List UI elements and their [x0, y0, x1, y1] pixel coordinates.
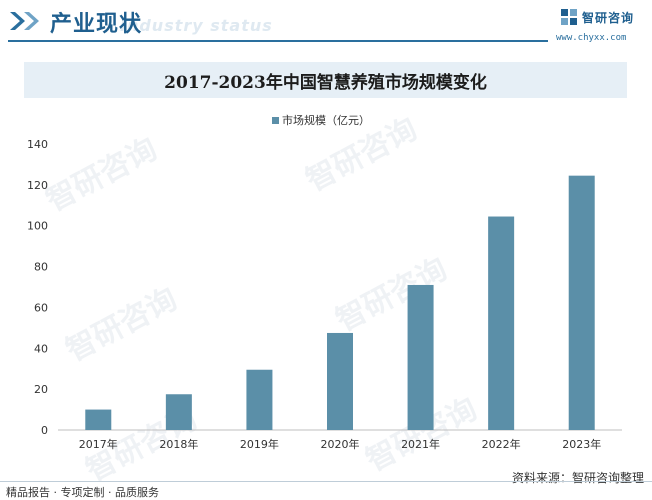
chart-legend: 市场规模（亿元） [272, 112, 370, 128]
bar-2022年 [488, 216, 515, 430]
x-tick-label: 2019年 [240, 437, 279, 451]
x-tick-label: 2023年 [562, 437, 601, 451]
footer-tagline: 精品报告 · 专项定制 · 品质服务 [6, 486, 159, 499]
bar-2023年 [568, 175, 595, 430]
y-tick-label: 60 [34, 301, 48, 314]
bar-chart: 市场规模（亿元） 0 20 40 60 80 100 120 140 2017年 2018年 201… [0, 104, 652, 464]
y-tick-label: 20 [34, 383, 48, 396]
legend-label: 市场规模（亿元） [282, 114, 370, 127]
bar-2021年 [407, 284, 434, 430]
brand-logo: 智研咨询 [560, 8, 634, 26]
y-tick-label: 100 [27, 220, 48, 233]
header-divider [8, 40, 548, 42]
source-note: 资料来源：智研咨询整理 [511, 471, 644, 485]
y-tick-label: 40 [34, 342, 48, 355]
bar-2019年 [246, 369, 273, 430]
header-ghost-text: Industry status [120, 16, 273, 35]
x-tick-label: 2022年 [482, 437, 521, 451]
chevron-right-icon [10, 12, 39, 30]
page-title: 产业现状 [50, 12, 143, 37]
chart-title: 2017-2023年中国智慧养殖市场规模变化 [164, 72, 487, 93]
y-tick-label: 80 [34, 261, 48, 274]
bar-2020年 [327, 332, 353, 430]
x-tick-label: 2020年 [321, 437, 360, 451]
y-tick-label: 0 [41, 424, 48, 437]
logo-icon [561, 9, 577, 25]
x-tick-label: 2021年 [401, 437, 440, 451]
y-tick-label: 140 [27, 138, 48, 151]
y-tick-label: 120 [27, 179, 48, 192]
x-tick-label: 2017年 [79, 437, 118, 451]
chart-plot: 0 20 40 60 80 100 120 140 2017年 2018年 2019年 2020年 20… [27, 138, 622, 451]
footer-divider [0, 481, 652, 482]
bar-2018年 [165, 394, 192, 430]
logo-name: 智研咨询 [582, 10, 635, 25]
bar-2017年 [85, 409, 112, 430]
legend-swatch [272, 116, 279, 124]
x-tick-label: 2018年 [159, 437, 198, 451]
logo-url: www.chyxx.com [556, 33, 627, 43]
chart-title-banner: 2017-2023年中国智慧养殖市场规模变化 [24, 62, 627, 98]
page-header: Industry status 产业现状 智研咨询 www.chyxx.com [0, 0, 652, 46]
